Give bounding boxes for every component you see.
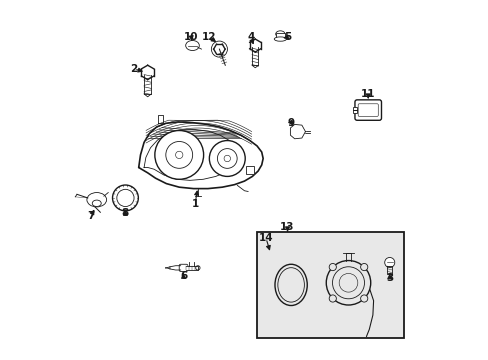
Text: 1: 1	[191, 199, 198, 210]
FancyBboxPatch shape	[354, 100, 381, 120]
Circle shape	[195, 266, 200, 270]
Text: 13: 13	[280, 222, 294, 232]
Ellipse shape	[275, 31, 285, 37]
Bar	[246, 166, 254, 174]
Polygon shape	[186, 266, 198, 270]
Text: 9: 9	[287, 118, 294, 128]
Text: 14: 14	[258, 233, 273, 243]
Circle shape	[384, 257, 394, 267]
Text: 10: 10	[184, 32, 198, 42]
Text: 8: 8	[122, 208, 129, 218]
Ellipse shape	[185, 41, 199, 50]
Text: 4: 4	[247, 32, 254, 42]
Text: 11: 11	[360, 89, 375, 99]
Polygon shape	[290, 125, 305, 139]
Circle shape	[339, 274, 357, 292]
Circle shape	[209, 140, 244, 176]
Circle shape	[332, 267, 364, 299]
Circle shape	[360, 295, 367, 302]
Bar	[257, 232, 403, 338]
Polygon shape	[139, 122, 263, 189]
Bar	[352, 107, 356, 113]
Ellipse shape	[92, 200, 101, 207]
Circle shape	[328, 295, 336, 302]
Text: 6: 6	[180, 271, 187, 281]
Circle shape	[360, 264, 367, 271]
Text: 5: 5	[284, 32, 290, 42]
Text: 3: 3	[386, 273, 392, 283]
Ellipse shape	[277, 268, 304, 302]
Bar	[275, 33, 285, 39]
Circle shape	[328, 264, 336, 271]
Text: 7: 7	[87, 211, 95, 221]
FancyBboxPatch shape	[179, 264, 187, 271]
Text: 2: 2	[130, 64, 138, 74]
Ellipse shape	[87, 193, 106, 207]
Circle shape	[325, 261, 370, 305]
Text: 12: 12	[202, 32, 216, 42]
Ellipse shape	[274, 37, 286, 41]
Circle shape	[155, 131, 203, 179]
Ellipse shape	[274, 264, 306, 306]
Polygon shape	[169, 266, 175, 270]
